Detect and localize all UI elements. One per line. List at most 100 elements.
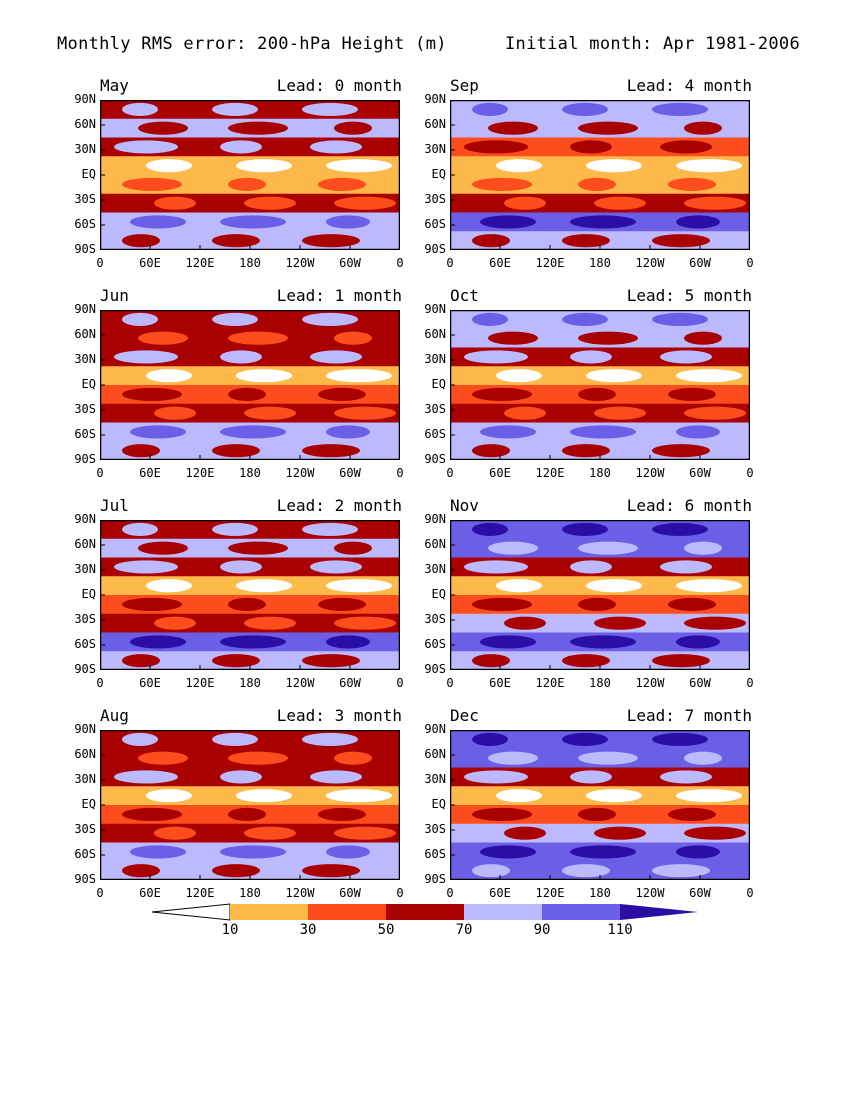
rms-patch [496,789,542,803]
lon-tick-label: 120W [285,256,315,270]
lat-tick-label: EQ [81,377,96,391]
colorbar-tick-label: 70 [455,922,473,938]
rms-patch [220,770,262,784]
rms-patch [472,864,510,878]
rms-patch [586,369,642,383]
rms-patch [504,616,546,630]
lat-tick-label: 60N [424,747,446,761]
lat-tick-label: 30S [74,192,96,206]
lat-tick-label: 30N [74,772,96,786]
rms-patch [220,635,286,649]
rms-patch [146,369,192,383]
rms-patch [660,350,712,364]
lat-tick-label: 60N [424,327,446,341]
rms-patch [138,331,188,345]
rms-patch [472,522,508,536]
lon-tick-label: 120W [635,466,665,480]
rms-patch [228,807,266,821]
rms-patch [236,579,292,593]
lat-tick-label: 90N [424,512,446,526]
lat-tick-label: 90N [74,302,96,316]
lat-tick-label: 60N [74,747,96,761]
map-panel: Nov Lead: 6 month 90N 60N 30N EQ 30S 60S 90S 0 60E… [400,496,760,698]
rms-patch [488,331,538,345]
panel-lead-label: Lead: 0 month [276,76,402,95]
rms-patch [244,196,296,210]
rms-patch [334,331,372,345]
lon-tick-label: 60E [139,886,161,900]
lat-tick-label: 60S [424,637,446,651]
rms-patch [334,826,396,840]
panel-month-label: Oct [450,286,479,305]
rms-patch [472,597,532,611]
rms-patch [122,312,158,326]
rms-patch [578,597,616,611]
colorbar-segment [230,904,308,920]
rms-patch [326,369,392,383]
heatmap-plot [450,730,750,880]
rms-patch [334,406,396,420]
rms-patch [318,807,366,821]
lon-tick-label: 60E [139,676,161,690]
lon-tick-label: 0 [96,466,104,480]
rms-patch [212,234,260,248]
rms-patch [570,215,636,229]
lon-tick-label: 120W [285,676,315,690]
rms-patch [578,177,616,191]
rms-patch [228,541,288,555]
lon-tick-label: 0 [746,466,754,480]
rms-patch [220,140,262,154]
lon-tick-label: 0 [446,256,454,270]
lon-tick-label: 60W [689,676,711,690]
lon-tick-label: 0 [96,676,104,690]
rms-patch [220,845,286,859]
rms-patch [302,444,360,458]
lat-tick-label: 90N [424,722,446,736]
rms-patch [684,121,722,135]
lon-tick-label: 60E [489,676,511,690]
lon-tick-label: 0 [446,676,454,690]
panel-month-label: Jun [100,286,129,305]
rms-patch [562,444,610,458]
rms-patch [326,789,392,803]
rms-patch [244,616,296,630]
rms-patch [220,425,286,439]
rms-patch [220,215,286,229]
rms-patch [668,177,716,191]
rms-patch [562,234,610,248]
rms-patch [684,196,746,210]
lon-tick-label: 120E [535,676,565,690]
lon-tick-label: 120E [535,466,565,480]
rms-patch [570,845,636,859]
lat-tick-label: 30N [424,772,446,786]
rms-patch [472,654,510,668]
rms-patch [302,522,358,536]
rms-patch [326,635,370,649]
rms-patch [684,751,722,765]
lat-tick-label: 60N [74,537,96,551]
lon-tick-label: 0 [96,886,104,900]
rms-patch [220,350,262,364]
rms-patch [594,196,646,210]
rms-patch [578,807,616,821]
rms-patch [122,807,182,821]
rms-patch [570,350,612,364]
rms-patch [676,159,742,173]
panel-month-label: Aug [100,706,129,725]
lon-tick-label: 180 [239,676,261,690]
rms-patch [488,121,538,135]
rms-patch [496,159,542,173]
panel-lead-label: Lead: 2 month [276,496,402,515]
rms-patch [578,121,638,135]
rms-patch [464,140,528,154]
rms-patch [652,732,708,746]
rms-patch [122,654,160,668]
colorbar-segment [386,904,464,920]
lat-tick-label: 90S [74,872,96,886]
rms-patch [472,444,510,458]
map-panel: Aug Lead: 3 month 90N 60N 30N EQ 30S 60S 90S 0 60E… [50,706,410,908]
lon-tick-label: 60W [339,466,361,480]
rms-patch [594,616,646,630]
lat-tick-label: 60S [74,427,96,441]
lon-tick-label: 180 [589,886,611,900]
